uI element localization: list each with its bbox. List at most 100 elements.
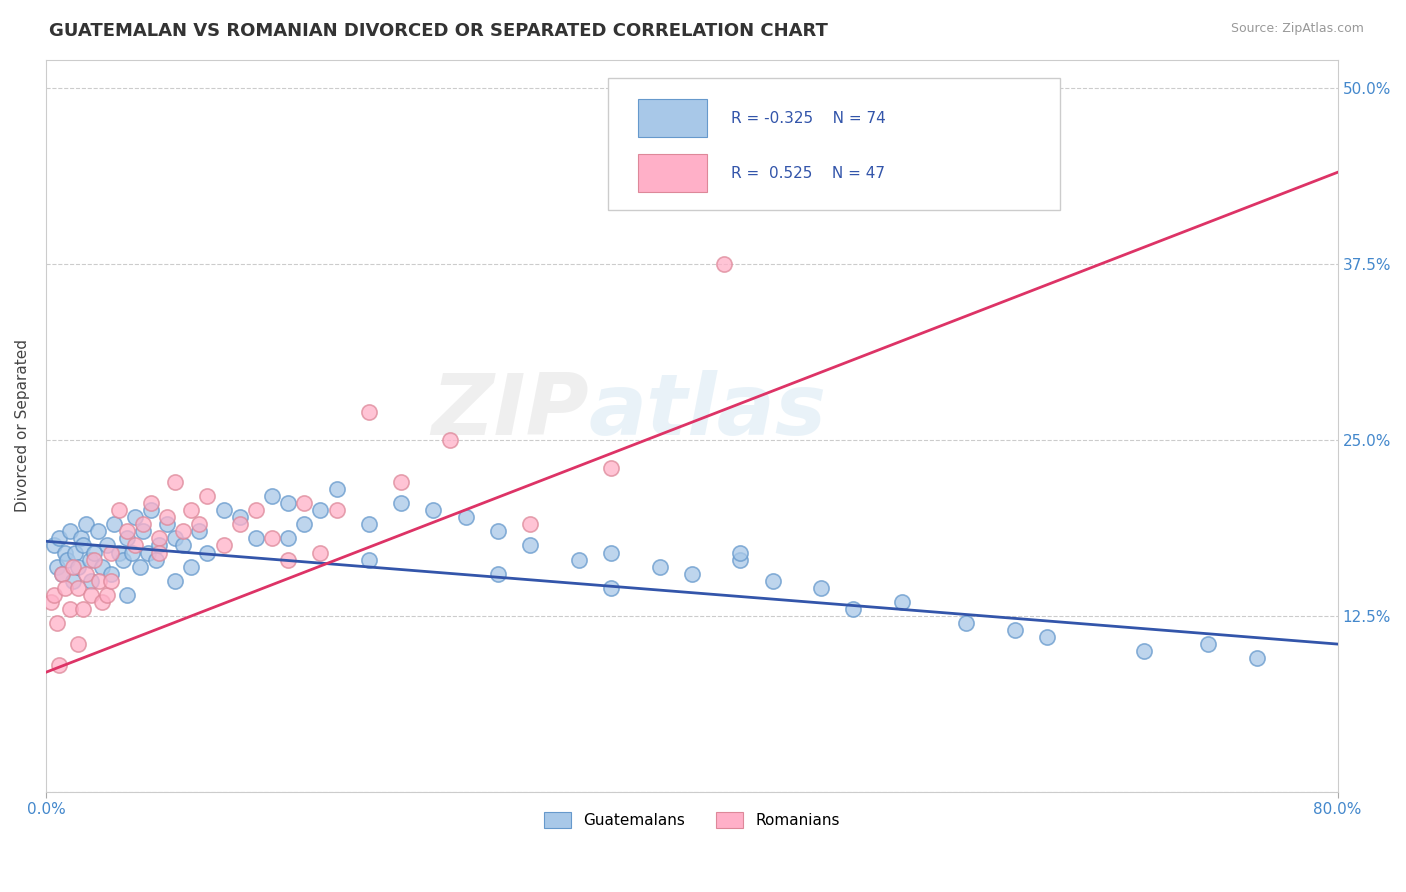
Point	[91, 595, 114, 609]
Point	[1198, 637, 1220, 651]
Point	[600, 461, 623, 475]
Point	[245, 532, 267, 546]
Point	[91, 559, 114, 574]
Point	[1246, 651, 1268, 665]
FancyBboxPatch shape	[637, 99, 707, 137]
Point	[277, 532, 299, 546]
Point	[180, 503, 202, 517]
Point	[56, 552, 79, 566]
Point	[62, 574, 84, 588]
Point	[172, 539, 194, 553]
Point	[568, 552, 591, 566]
Point	[107, 545, 129, 559]
Point	[890, 595, 912, 609]
Point	[165, 532, 187, 546]
Point	[72, 539, 94, 553]
Text: GUATEMALAN VS ROMANIAN DIVORCED OR SEPARATED CORRELATION CHART: GUATEMALAN VS ROMANIAN DIVORCED OR SEPAR…	[49, 22, 828, 40]
Point	[156, 517, 179, 532]
Point	[810, 581, 832, 595]
Point	[132, 524, 155, 539]
Point	[212, 539, 235, 553]
Point	[761, 574, 783, 588]
Point	[955, 615, 977, 630]
Point	[228, 517, 250, 532]
Point	[180, 559, 202, 574]
Point	[260, 489, 283, 503]
Point	[309, 545, 332, 559]
Point	[67, 581, 90, 595]
Text: ZIP: ZIP	[430, 369, 589, 452]
Point	[357, 517, 380, 532]
Point	[46, 559, 69, 574]
Point	[188, 517, 211, 532]
Point	[197, 489, 219, 503]
Point	[46, 615, 69, 630]
Point	[228, 510, 250, 524]
Point	[70, 532, 93, 546]
FancyBboxPatch shape	[607, 78, 1060, 210]
Point	[80, 588, 103, 602]
Point	[439, 433, 461, 447]
Point	[309, 503, 332, 517]
Point	[145, 552, 167, 566]
Point	[139, 503, 162, 517]
Point	[100, 566, 122, 581]
Point	[115, 588, 138, 602]
Point	[292, 496, 315, 510]
Point	[100, 574, 122, 588]
Point	[75, 517, 97, 532]
Point	[42, 588, 65, 602]
Point	[53, 581, 76, 595]
Point	[600, 545, 623, 559]
Point	[422, 503, 444, 517]
Point	[139, 496, 162, 510]
Text: R = -0.325    N = 74: R = -0.325 N = 74	[731, 111, 886, 126]
Point	[245, 503, 267, 517]
FancyBboxPatch shape	[637, 154, 707, 192]
Point	[86, 524, 108, 539]
Point	[80, 574, 103, 588]
Point	[454, 510, 477, 524]
Point	[486, 566, 509, 581]
Point	[260, 532, 283, 546]
Point	[148, 532, 170, 546]
Y-axis label: Divorced or Separated: Divorced or Separated	[15, 339, 30, 512]
Point	[148, 539, 170, 553]
Point	[103, 517, 125, 532]
Point	[389, 496, 412, 510]
Point	[156, 510, 179, 524]
Point	[325, 482, 347, 496]
Point	[79, 552, 101, 566]
Point	[519, 517, 541, 532]
Point	[165, 475, 187, 489]
Point	[1036, 630, 1059, 644]
Point	[96, 539, 118, 553]
Point	[713, 257, 735, 271]
Point	[115, 524, 138, 539]
Point	[75, 566, 97, 581]
Point	[67, 637, 90, 651]
Point	[83, 552, 105, 566]
Point	[107, 503, 129, 517]
Point	[89, 574, 111, 588]
Point	[486, 524, 509, 539]
Point	[121, 545, 143, 559]
Point	[115, 532, 138, 546]
Point	[100, 545, 122, 559]
Point	[1133, 644, 1156, 658]
Point	[357, 405, 380, 419]
Text: R =  0.525    N = 47: R = 0.525 N = 47	[731, 166, 884, 180]
Point	[124, 510, 146, 524]
Point	[389, 475, 412, 489]
Point	[51, 566, 73, 581]
Point	[600, 581, 623, 595]
Point	[48, 532, 70, 546]
Point	[51, 566, 73, 581]
Point	[842, 602, 865, 616]
Text: atlas: atlas	[589, 369, 827, 452]
Point	[728, 545, 751, 559]
Point	[62, 559, 84, 574]
Point	[212, 503, 235, 517]
Point	[39, 595, 62, 609]
Point	[63, 545, 86, 559]
